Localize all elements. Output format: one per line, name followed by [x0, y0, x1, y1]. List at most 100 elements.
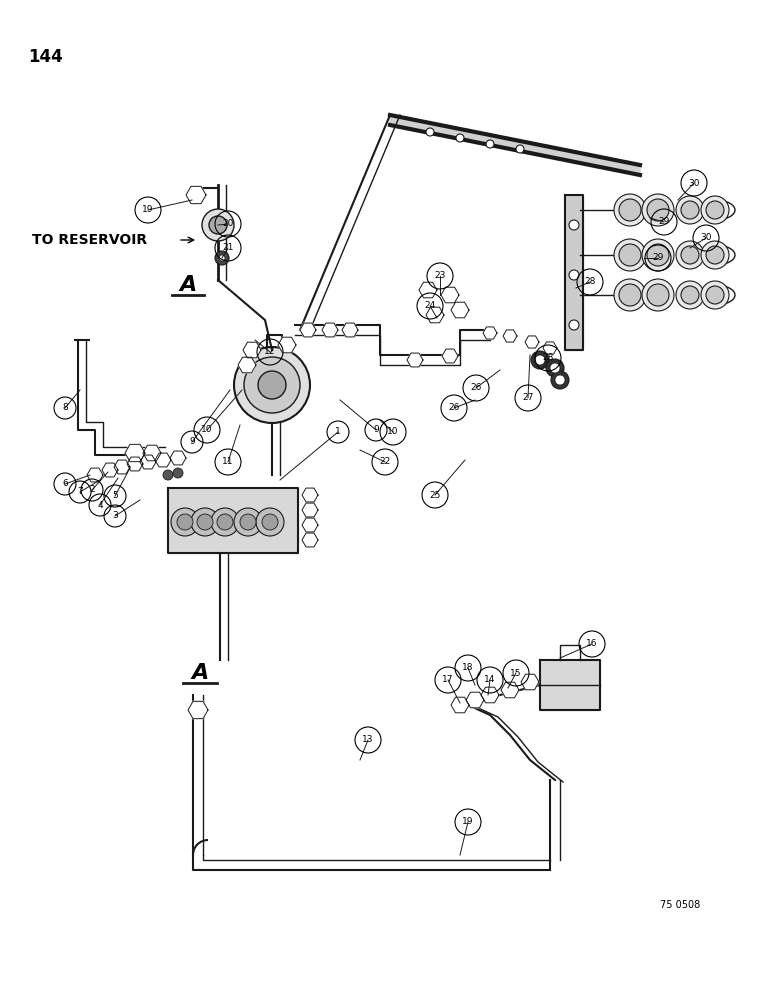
- Polygon shape: [503, 330, 517, 342]
- Text: 12: 12: [264, 348, 275, 357]
- Text: 1: 1: [335, 428, 341, 436]
- Circle shape: [256, 508, 284, 536]
- Circle shape: [456, 134, 464, 142]
- Polygon shape: [521, 674, 539, 690]
- Circle shape: [217, 514, 233, 530]
- Circle shape: [676, 241, 704, 269]
- Text: 20: 20: [222, 220, 234, 229]
- Circle shape: [535, 355, 545, 365]
- Text: 30: 30: [688, 178, 700, 188]
- Polygon shape: [441, 287, 459, 303]
- Text: 18: 18: [463, 664, 473, 672]
- Circle shape: [262, 514, 278, 530]
- Text: 8: 8: [62, 403, 68, 412]
- Circle shape: [676, 281, 704, 309]
- Text: 22: 22: [379, 458, 391, 466]
- Circle shape: [647, 284, 669, 306]
- Circle shape: [642, 239, 674, 271]
- Text: 30: 30: [700, 233, 711, 242]
- Text: 29: 29: [658, 218, 670, 227]
- Text: 6: 6: [62, 480, 68, 488]
- Circle shape: [211, 508, 239, 536]
- Text: TO RESERVOIR: TO RESERVOIR: [32, 233, 147, 247]
- Polygon shape: [186, 186, 206, 204]
- Circle shape: [209, 216, 227, 234]
- Circle shape: [676, 196, 704, 224]
- Circle shape: [706, 286, 724, 304]
- Text: 26: 26: [448, 403, 459, 412]
- Polygon shape: [525, 336, 539, 348]
- Polygon shape: [451, 697, 469, 713]
- Circle shape: [614, 239, 646, 271]
- Polygon shape: [466, 692, 484, 708]
- Polygon shape: [125, 444, 145, 462]
- Circle shape: [202, 209, 234, 241]
- Polygon shape: [390, 115, 640, 175]
- Polygon shape: [419, 282, 437, 298]
- Text: A: A: [179, 275, 197, 295]
- Circle shape: [642, 279, 674, 311]
- Text: 28: 28: [584, 277, 596, 286]
- Polygon shape: [342, 323, 358, 337]
- Text: 4: 4: [98, 500, 103, 510]
- Polygon shape: [114, 460, 130, 474]
- Circle shape: [546, 359, 564, 377]
- Text: 19: 19: [142, 206, 154, 215]
- Text: 29: 29: [652, 253, 664, 262]
- Circle shape: [173, 468, 183, 478]
- Circle shape: [569, 270, 579, 280]
- Circle shape: [197, 514, 213, 530]
- Text: 10: 10: [387, 428, 399, 436]
- Circle shape: [619, 199, 641, 221]
- Polygon shape: [451, 302, 469, 318]
- Text: 15: 15: [510, 668, 522, 678]
- Circle shape: [240, 514, 256, 530]
- Circle shape: [619, 244, 641, 266]
- Polygon shape: [155, 453, 171, 467]
- Text: 21: 21: [222, 243, 234, 252]
- Circle shape: [569, 220, 579, 230]
- Text: 24: 24: [424, 302, 435, 310]
- Text: 17: 17: [442, 676, 454, 684]
- Polygon shape: [127, 457, 143, 471]
- Circle shape: [258, 371, 286, 399]
- Polygon shape: [300, 323, 316, 337]
- Circle shape: [234, 347, 310, 423]
- Text: 16: 16: [587, 640, 597, 648]
- Polygon shape: [168, 488, 298, 553]
- Circle shape: [163, 470, 173, 480]
- Text: 25: 25: [429, 490, 441, 499]
- Text: 9: 9: [189, 438, 195, 446]
- Circle shape: [681, 201, 699, 219]
- Circle shape: [234, 508, 262, 536]
- Polygon shape: [322, 323, 338, 337]
- Circle shape: [701, 241, 729, 269]
- Circle shape: [619, 284, 641, 306]
- Polygon shape: [102, 463, 118, 477]
- Polygon shape: [540, 660, 600, 710]
- Text: 19: 19: [463, 818, 473, 826]
- Polygon shape: [426, 307, 444, 323]
- Text: 7: 7: [77, 488, 83, 496]
- Circle shape: [614, 194, 646, 226]
- Text: 28: 28: [542, 354, 554, 362]
- Circle shape: [219, 255, 225, 261]
- Polygon shape: [243, 342, 261, 358]
- Circle shape: [706, 246, 724, 264]
- Polygon shape: [501, 682, 519, 698]
- Circle shape: [244, 357, 300, 413]
- Text: 14: 14: [484, 676, 495, 684]
- Circle shape: [555, 375, 565, 385]
- Circle shape: [642, 194, 674, 226]
- Circle shape: [177, 514, 193, 530]
- Polygon shape: [278, 337, 296, 353]
- Polygon shape: [442, 349, 458, 363]
- Circle shape: [486, 140, 494, 148]
- Polygon shape: [302, 533, 318, 547]
- Circle shape: [516, 145, 524, 153]
- Circle shape: [426, 128, 434, 136]
- Text: 5: 5: [112, 491, 118, 500]
- Circle shape: [701, 196, 729, 224]
- Polygon shape: [188, 701, 208, 719]
- Polygon shape: [302, 518, 318, 532]
